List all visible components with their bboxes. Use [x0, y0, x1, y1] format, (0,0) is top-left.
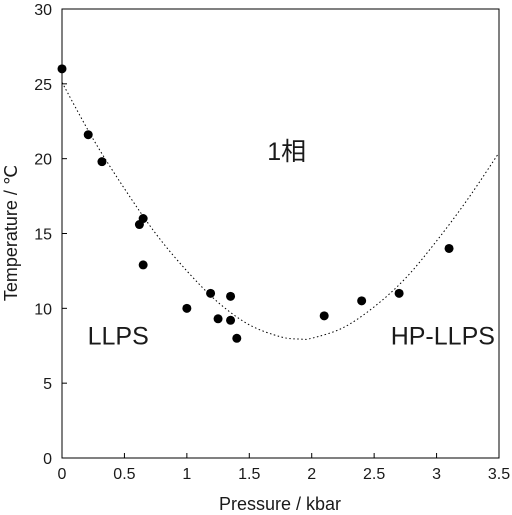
data-point [357, 296, 367, 306]
data-point [182, 303, 192, 313]
data-point [83, 130, 93, 140]
data-point [138, 260, 148, 270]
region-label: LLPS [88, 322, 149, 350]
data-point [97, 157, 107, 167]
data-point [226, 315, 236, 325]
data-point [213, 314, 223, 324]
x-tick-label: 3 [432, 466, 441, 483]
x-axis-title: Pressure / kbar [219, 494, 341, 514]
y-axis-title: Temperature / ℃ [1, 165, 21, 301]
data-point [57, 64, 67, 74]
data-point [319, 311, 329, 321]
x-tick-label: 0.5 [113, 466, 135, 483]
y-tick-label: 30 [34, 2, 52, 19]
x-tick-label: 1.5 [238, 466, 260, 483]
y-tick-label: 0 [43, 451, 52, 468]
data-point [138, 214, 148, 224]
x-axis-ticks: 0 0.5 1 1.5 2 2.5 3 3.5 [58, 453, 510, 483]
data-points [57, 64, 454, 343]
region-label: HP-LLPS [391, 322, 495, 350]
region-label: 1相 [267, 138, 306, 166]
plot-area-frame [61, 8, 500, 459]
region-annotations: 1相 LLPS HP-LLPS [88, 138, 495, 350]
y-tick-label: 15 [34, 227, 52, 244]
x-tick-label: 3.5 [488, 466, 510, 483]
y-tick-label: 10 [34, 301, 52, 318]
data-point [226, 291, 236, 301]
y-axis-ticks: 0 5 10 15 20 25 30 [34, 2, 67, 468]
x-tick-label: 1 [182, 466, 191, 483]
data-point [206, 288, 216, 298]
data-point [444, 243, 454, 253]
data-point [232, 333, 242, 343]
data-point [394, 288, 404, 298]
fit-curve-line [61, 82, 500, 340]
x-tick-label: 0 [58, 466, 67, 483]
x-tick-label: 2 [307, 466, 316, 483]
y-tick-label: 25 [34, 77, 52, 94]
y-tick-label: 20 [34, 152, 52, 169]
y-tick-label: 5 [43, 376, 52, 393]
x-tick-label: 2.5 [363, 466, 385, 483]
